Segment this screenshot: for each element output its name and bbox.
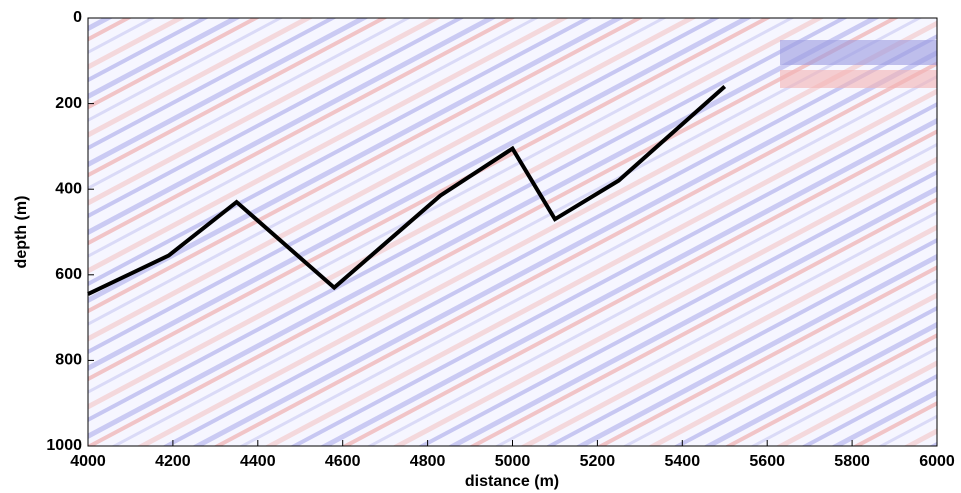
y-axis-label: depth (m) [13,196,30,269]
x-tick-label: 4600 [325,453,361,470]
x-tick-label: 4000 [70,453,106,470]
x-tick-label: 4800 [410,453,446,470]
y-tick-label: 400 [55,180,82,197]
x-tick-label: 5600 [749,453,785,470]
seismic-image [88,18,937,446]
y-tick-label: 200 [55,95,82,112]
x-axis-label: distance (m) [465,473,559,490]
y-tick-label: 0 [73,9,82,26]
interpreted-horizon [87,84,727,296]
seismic-band [780,70,937,88]
x-tick-label: 5400 [665,453,701,470]
x-tick-label: 6000 [919,453,955,470]
x-tick-label: 4200 [155,453,191,470]
x-tick-label: 5800 [834,453,870,470]
y-tick-label: 800 [55,352,82,369]
x-tick-label: 4400 [240,453,276,470]
x-tick-label: 5200 [580,453,616,470]
seismic-band [780,40,937,65]
y-tick-label: 600 [55,266,82,283]
x-tick-label: 5000 [495,453,531,470]
y-tick-label: 1000 [46,437,82,454]
